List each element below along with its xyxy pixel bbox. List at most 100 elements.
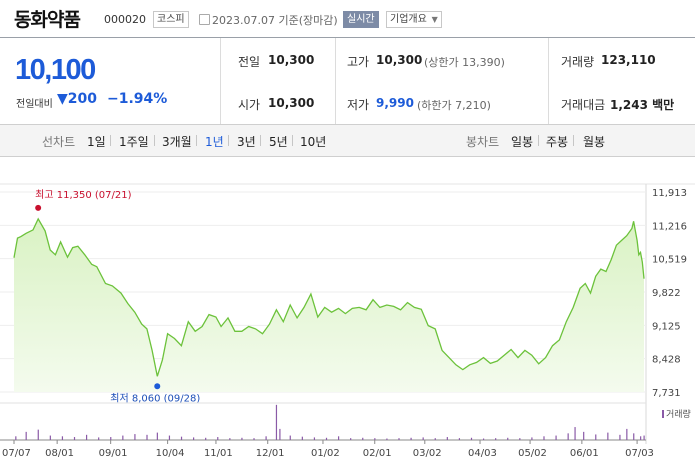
volume-bar (470, 437, 473, 440)
volume-bar (325, 437, 328, 440)
volume-bar (643, 435, 645, 440)
company-overview-button[interactable]: 기업개요 ▼ (386, 11, 442, 28)
open-value: 10,300 (268, 96, 315, 110)
x-tick-label: 09/01 (99, 448, 128, 459)
change-label: 전일대비 (16, 99, 53, 110)
tab-5y[interactable]: 5년 (269, 135, 288, 149)
volume-bar (495, 438, 497, 440)
y-tick-label: 7,731 (652, 388, 681, 399)
volume-bar (193, 437, 195, 440)
volume-value: 123,110 (601, 53, 656, 67)
volume-bar (122, 435, 124, 440)
x-tick-label: 08/01 (45, 448, 74, 459)
tab-weekly[interactable]: 주봉 (546, 135, 569, 149)
x-tick-label: 04/03 (468, 448, 497, 459)
volume-bar (110, 437, 112, 440)
price-line (13, 217, 645, 377)
tab-10y[interactable]: 10년 (300, 135, 327, 149)
prev-close-value: 10,300 (268, 53, 315, 67)
volume-bar (301, 436, 303, 440)
volume-bar (531, 437, 533, 440)
chart-period-tabs: 선차트 1일 1주일 3개월 1년 3년 5년 10년 봉차트 일봉 주봉 월봉 (0, 124, 695, 157)
volume-bar (386, 438, 388, 440)
volume-bar (337, 436, 340, 440)
base-date: 2023.07.07 기준(장마감) (212, 14, 338, 27)
volume-bar (567, 433, 569, 440)
high-annotation: 최고 11,350 (07/21) (35, 189, 131, 201)
volume-bar (37, 429, 39, 440)
x-tick-label: 03/02 (413, 448, 442, 459)
volume-bar (15, 436, 17, 440)
current-price: 10,100 (15, 54, 96, 86)
volume-bar (619, 434, 621, 440)
tab-divider (292, 135, 293, 146)
low-label: 저가 (347, 98, 370, 112)
tab-1y[interactable]: 1년 (205, 135, 224, 149)
company-overview-label: 기업개요 (390, 14, 427, 25)
volume-bar (146, 434, 148, 440)
stock-name: 동화약품 (14, 9, 81, 31)
volume-bar (156, 432, 158, 440)
volume-bar (507, 437, 509, 440)
volume-bar (241, 437, 243, 440)
volume-bar (555, 435, 557, 440)
tab-daily[interactable]: 일봉 (511, 135, 534, 149)
y-tick-label: 10,519 (652, 255, 687, 266)
tab-1w[interactable]: 1주일 (119, 135, 149, 149)
tab-divider (573, 135, 574, 146)
x-tick-label: 12/01 (256, 448, 285, 459)
lower-limit: (하한가 7,210) (417, 99, 491, 112)
change-value: ▼200 (57, 91, 97, 107)
volume-bar (374, 438, 376, 440)
volume-bar (434, 438, 436, 440)
high-label: 고가 (347, 55, 370, 69)
tab-divider (538, 135, 539, 146)
volume-bar (595, 434, 597, 440)
realtime-button[interactable]: 실시간 (343, 11, 379, 28)
volume-legend: 거래량 (662, 407, 691, 420)
volume-bar (134, 434, 136, 440)
clock-icon (199, 14, 210, 25)
volume-bar (253, 438, 255, 440)
volume-bar (289, 435, 291, 440)
tab-1d[interactable]: 1일 (87, 135, 106, 149)
volume-bar (519, 438, 521, 440)
tab-3m[interactable]: 3개월 (162, 135, 192, 149)
volume-bar (85, 434, 88, 440)
x-tick-label: 11/01 (204, 448, 233, 459)
volume-bar (275, 404, 278, 440)
volume-bar (205, 437, 207, 440)
volume-bar (73, 437, 76, 440)
trade-amount-label: 거래대금 (561, 98, 606, 112)
volume-bar (482, 438, 485, 440)
upper-limit: (상한가 13,390) (424, 56, 505, 69)
candle-chart-title: 봉차트 (466, 135, 500, 149)
tab-monthly[interactable]: 월봉 (583, 135, 606, 149)
quote-panel: 10,100 전일대비 ▼200 −1.94% 전일 10,300 시가 10,… (0, 38, 695, 124)
volume-bar (180, 436, 183, 440)
high-marker (35, 204, 42, 211)
tab-divider (196, 135, 197, 146)
volume-bar (640, 436, 642, 440)
volume-bar (168, 435, 171, 440)
volume-bar (61, 436, 64, 440)
volume-bar (25, 431, 27, 440)
volume-bar (574, 427, 576, 440)
volume-bar (607, 432, 609, 440)
y-tick-label: 11,216 (652, 221, 687, 232)
change-percent: −1.94% (107, 91, 168, 107)
quote-divider (220, 38, 221, 124)
tab-3y[interactable]: 3년 (237, 135, 256, 149)
tab-divider (154, 135, 155, 146)
volume-bar (626, 428, 628, 440)
stock-code: 000020 (104, 13, 146, 26)
volume-bar (410, 437, 412, 440)
tab-divider (228, 135, 229, 146)
volume-bar (265, 436, 267, 440)
stock-header: 동화약품 000020 코스피 2023.07.07 기준(장마감) 실시간 기… (0, 0, 695, 37)
quote-divider (548, 38, 549, 124)
volume-bar (543, 436, 545, 440)
x-tick-label: 02/01 (363, 448, 392, 459)
volume-bar (279, 428, 281, 440)
